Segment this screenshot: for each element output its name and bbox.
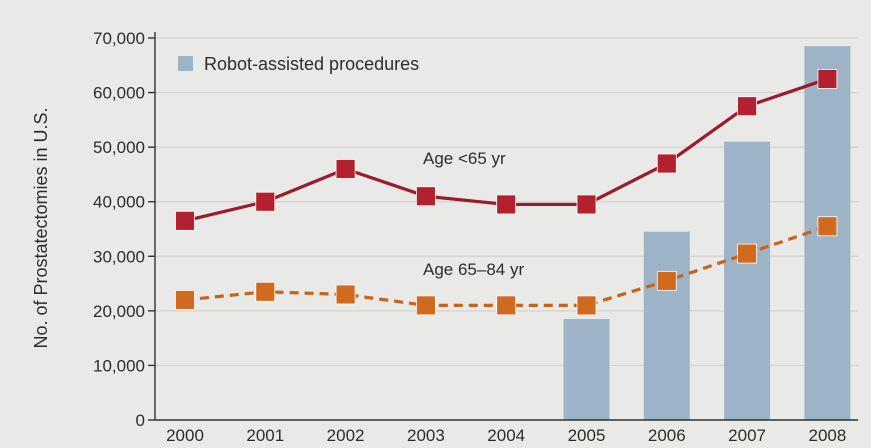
y-tick-label: 50,000	[93, 138, 145, 157]
series-1-marker-2008	[817, 216, 838, 237]
x-tick-label: 2003	[407, 426, 445, 445]
series-1-marker-2005	[576, 295, 597, 316]
series-0-marker-2003	[415, 186, 436, 207]
y-tick-label: 10,000	[93, 356, 145, 375]
series-1-marker-2001	[255, 281, 276, 302]
x-tick-label: 2005	[568, 426, 606, 445]
series-0-marker-2006	[656, 153, 677, 174]
y-tick-label: 70,000	[93, 29, 145, 48]
y-tick-label: 40,000	[93, 193, 145, 212]
labels: 0 10,000 20,000 30,000 40,000 50,000 60,000 70,…	[93, 29, 846, 445]
x-tick-label: 2006	[648, 426, 686, 445]
series-1-marker-2006	[656, 270, 677, 291]
y-tick-label: 60,000	[93, 84, 145, 103]
series-1-marker-2004	[496, 295, 517, 316]
series-0-marker-2005	[576, 194, 597, 215]
series-0-marker-2008	[817, 69, 838, 89]
bar-2007	[724, 141, 771, 420]
x-tick-label: 2001	[246, 426, 284, 445]
bar-2005	[563, 319, 610, 420]
y-tick-label: 0	[136, 411, 145, 430]
x-tick-label: 2008	[808, 426, 846, 445]
series-label-65-84: Age 65–84 yr	[423, 260, 524, 279]
series-0-marker-2007	[737, 96, 757, 117]
markers	[175, 69, 838, 316]
y-tick-label: 30,000	[93, 247, 145, 266]
series-1-marker-2003	[415, 295, 436, 316]
x-tick-label: 2004	[487, 426, 525, 445]
series-0-marker-2004	[496, 194, 517, 215]
x-tick-label: 2007	[728, 426, 766, 445]
series-1-marker-2002	[335, 284, 356, 305]
series-label-under-65: Age <65 yr	[423, 149, 506, 168]
x-tick-label: 2000	[166, 426, 204, 445]
series-0-marker-2000	[175, 210, 195, 231]
legend: Robot-assisted procedures	[178, 54, 419, 74]
y-axis-label: No. of Prostatectomies in U.S.	[31, 107, 51, 348]
bar-series	[563, 46, 851, 420]
series-1-marker-2007	[737, 243, 757, 264]
axes	[148, 32, 858, 421]
series-0-marker-2001	[255, 191, 276, 212]
legend-label-robot: Robot-assisted procedures	[204, 54, 419, 74]
series-0-marker-2002	[335, 159, 356, 179]
y-tick-label: 20,000	[93, 302, 145, 321]
legend-swatch-robot	[178, 56, 193, 71]
series-1-marker-2000	[175, 290, 195, 310]
bar-2006	[643, 231, 690, 420]
x-tick-label: 2002	[327, 426, 365, 445]
